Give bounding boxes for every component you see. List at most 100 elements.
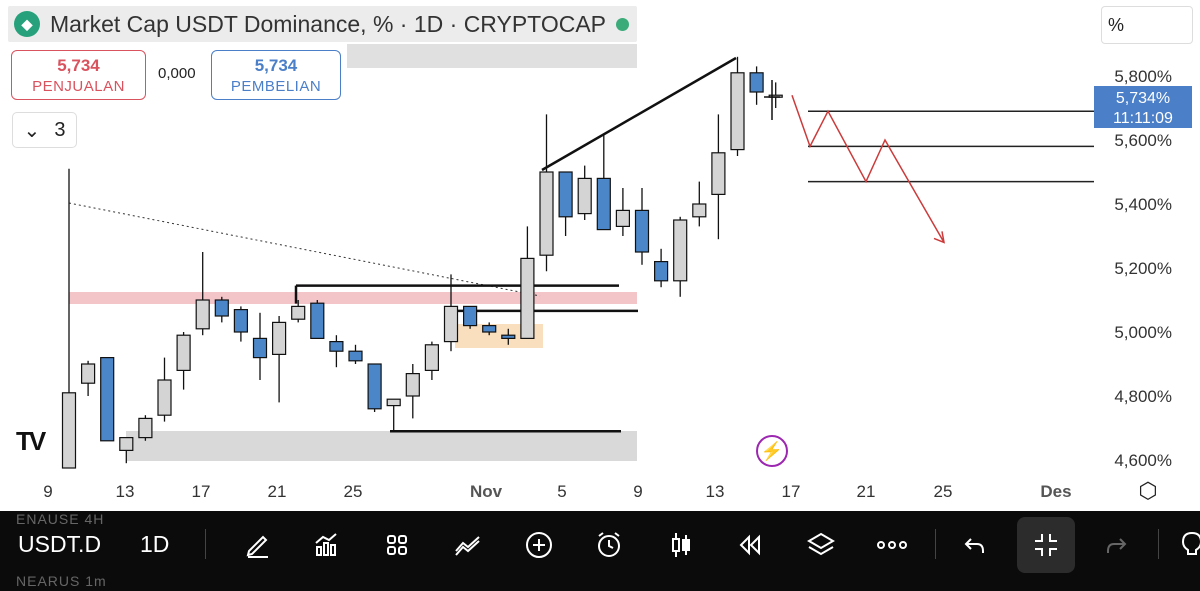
buy-label: PEMBELIAN [230,78,322,95]
candle-body [653,261,669,282]
layers-icon[interactable] [803,527,839,563]
candle-body [157,379,172,416]
candle-body [749,72,764,93]
x-tick-label: 25 [344,482,363,501]
y-tick-label: 4,800% [1114,387,1172,406]
redo-icon[interactable] [1098,527,1134,563]
indicators-toggle-button[interactable]: ⌄ 3 [12,112,77,148]
symbol-title-bar[interactable]: ◆ Market Cap USDT Dominance, % · 1D · CR… [8,6,637,42]
upper-gray-zone [347,44,637,68]
y-tick-label: 4,600% [1114,451,1172,470]
alarm-clock-icon[interactable] [591,527,627,563]
tradingview-logo-icon: TV [16,426,46,456]
candle-body [615,209,631,227]
candle-body [463,305,478,327]
collapse-fullscreen-icon[interactable] [1028,527,1064,563]
candle-body [596,177,611,231]
current-price-tag [1094,86,1192,128]
drawing-pen-icon[interactable] [240,527,276,563]
current-price-value: 5,734% [1116,90,1170,107]
candle-body [272,321,287,355]
symbol-button[interactable]: USDT.D [18,531,102,557]
toolbar-divider [205,529,206,559]
undo-icon[interactable] [957,527,993,563]
candle-body [80,363,96,384]
candle-body [558,171,573,218]
candle-body [61,392,77,469]
x-tick-label: 21 [857,482,876,501]
y-tick-label: 5,600% [1114,131,1172,150]
scale-unit-button[interactable]: % [1101,6,1193,44]
idea-bulb-icon[interactable] [1174,527,1200,563]
candle-body [138,417,153,439]
price-chart[interactable]: 5,800% 5,600% 5,400% 5,200% 5,000% 4,800% 4,60… [0,0,1200,511]
projection-arrowhead [933,231,945,244]
x-tick-label: Nov [470,482,503,501]
candle-body [233,309,248,333]
candle-body [424,344,439,371]
x-tick-label: 5 [557,482,566,501]
watchlist-ghost-bottom: NEARUS 1m [16,573,107,589]
y-tick-label: 5,800% [1114,67,1172,86]
chart-title: Market Cap USDT Dominance, % · 1D · CRYP… [50,10,606,37]
y-tick-label: 5,000% [1114,323,1172,342]
indicator-count: 3 [54,118,66,141]
buy-price: 5,734 [254,56,298,75]
x-tick-label: 21 [268,482,287,501]
candles-icon[interactable] [663,527,699,563]
add-plus-circle-icon[interactable] [521,527,557,563]
x-tick-label: 9 [43,482,52,501]
resistance-zone [69,292,637,304]
x-tick-label: 25 [934,482,953,501]
interval-button[interactable]: 1D [140,531,170,557]
candle-body [692,203,707,218]
projection-path [791,94,945,243]
sell-button[interactable]: 5,734 PENJUALAN [11,50,146,100]
compare-lines-icon[interactable] [450,527,486,563]
candle-body [386,398,401,407]
y-tick-label: 5,200% [1114,259,1172,278]
candle-body [730,72,745,151]
candle-body [329,341,344,352]
support-zone [126,431,637,461]
bottom-toolbar: ENAUSE 4H NEARUS 1m USDT.D 1D [0,511,1200,591]
candle-body [195,299,210,330]
x-tick-label: 17 [192,482,211,501]
candle-body [176,334,191,372]
candle-body [520,257,535,339]
buy-button[interactable]: 5,734 PEMBELIAN [211,50,341,100]
toolbar-divider [935,529,936,559]
lightning-icon[interactable]: ⚡ [756,435,788,467]
x-tick-label: 17 [782,482,801,501]
candle-body [577,177,592,215]
candle-body [291,305,306,320]
candle-body [100,357,115,442]
more-dots-icon[interactable] [874,527,910,563]
candle-body [367,363,382,410]
indicators-chart-icon[interactable] [308,527,344,563]
candle-body [501,334,516,340]
candle-body [634,209,650,253]
watchlist-ghost-top: ENAUSE 4H [16,511,105,527]
candle-body [348,350,363,362]
candle-body [214,299,229,317]
tether-logo-icon: ◆ [14,11,40,37]
candle-body [443,305,459,343]
market-status-dot-icon [616,18,629,31]
candle-body [405,373,420,397]
layout-grid-icon[interactable] [379,527,415,563]
candle-body [539,171,554,256]
chevron-down-icon: ⌄ [23,119,41,142]
rising-trendline [541,56,737,172]
x-tick-label: Des [1040,482,1071,501]
spread-value: 0,000 [158,65,196,82]
settings-hexagon-icon[interactable]: ⬡ [1138,478,1158,503]
x-tick-label: 9 [633,482,642,501]
fullscreen-toggle-highlight [1017,517,1075,573]
candle-body [673,219,688,282]
x-tick-label: 13 [116,482,135,501]
replay-rewind-icon[interactable] [732,527,768,563]
sell-price: 5,734 [57,56,100,75]
bar-countdown-timer: 11:11:09 [1113,110,1173,127]
